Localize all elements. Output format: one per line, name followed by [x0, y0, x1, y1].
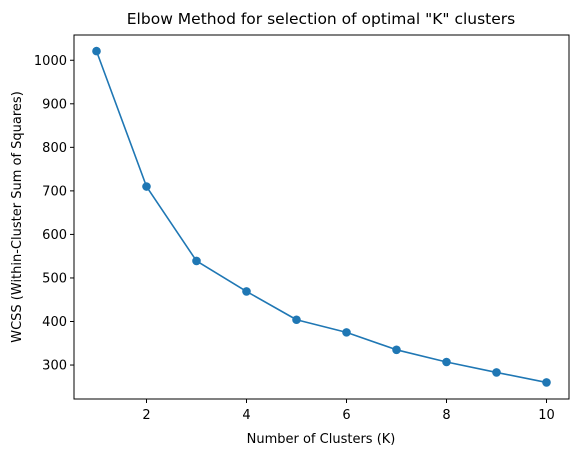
data-point [342, 328, 351, 337]
x-axis-label: Number of Clusters (K) [247, 432, 396, 447]
series-line [95, 50, 547, 384]
data-point [242, 287, 251, 296]
x-tick-label: 10 [538, 408, 555, 423]
x-tick-label: 2 [142, 408, 150, 423]
y-tick-label: 600 [42, 228, 67, 243]
y-tick-label: 1000 [34, 54, 67, 69]
x-tick-label: 4 [242, 408, 250, 423]
data-point [192, 256, 201, 266]
axes-frame [73, 34, 570, 400]
plot-area [92, 46, 551, 387]
y-tick-label: 700 [42, 184, 67, 199]
y-tick-label: 900 [42, 97, 67, 112]
x-tick-label: 8 [442, 408, 450, 423]
data-point [92, 46, 101, 56]
data-point [142, 182, 151, 191]
data-point [492, 368, 501, 377]
data-point [392, 345, 401, 355]
y-tick-label: 800 [42, 141, 67, 156]
chart-title: Elbow Method for selection of optimal "K… [127, 10, 515, 28]
y-tick-label: 500 [42, 271, 67, 286]
data-point [542, 378, 551, 387]
x-axis: 2 4 6 8 10 [142, 399, 555, 423]
y-axis: 300 400 500 600 700 800 900 1000 [34, 54, 74, 374]
data-point [442, 357, 451, 367]
y-tick-label: 400 [42, 315, 67, 330]
y-axis-label: WCSS (Within-Cluster Sum of Squares) [10, 91, 25, 343]
y-tick-label: 300 [42, 359, 67, 374]
x-tick-label: 6 [342, 408, 350, 423]
data-point [292, 315, 301, 325]
